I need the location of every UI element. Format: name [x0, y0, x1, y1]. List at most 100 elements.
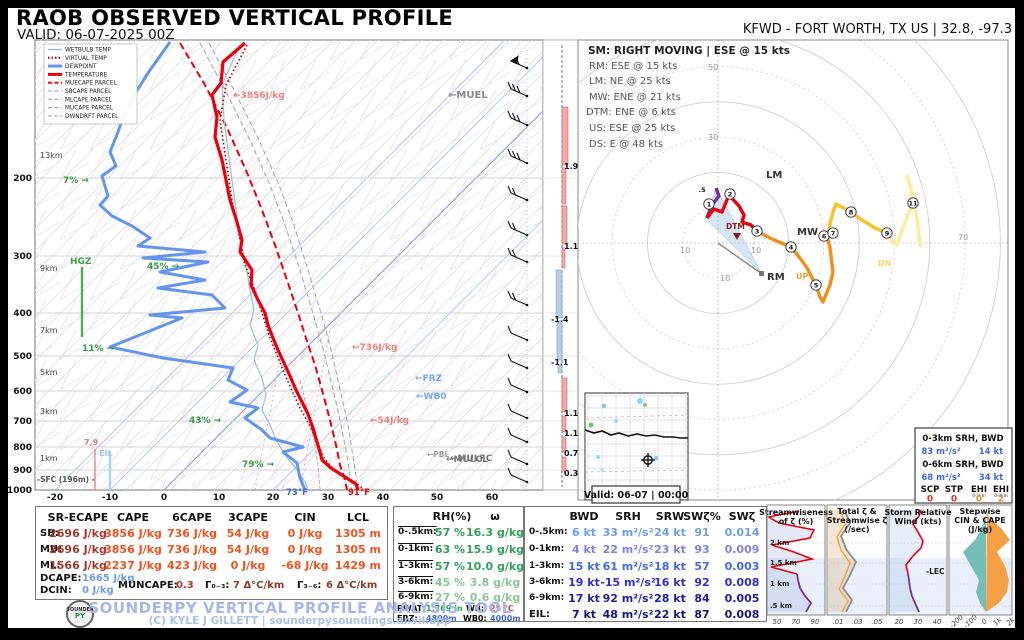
- kin-swp-4: 84: [694, 592, 710, 605]
- bwd-0-3-value: 14 kt: [979, 447, 1004, 457]
- page-title: RAOB OBSERVED VERTICAL PROFILE: [16, 6, 454, 30]
- kin-row-label: 3-6km:: [529, 577, 565, 587]
- eil-label: EIL: [99, 449, 113, 458]
- sb-cin: 0 J/kg: [287, 527, 323, 540]
- kin-swz-0: 0.014: [724, 526, 760, 539]
- footer-credit: (C) KYLE J GILLETT | sounderpysoundings.…: [148, 615, 452, 627]
- panel2-tick-03: .03: [851, 618, 862, 626]
- kin-swp-0: 91: [694, 526, 710, 539]
- moist-w-4: 0.6 g/kg: [469, 591, 521, 604]
- kin-row-label: 0-.5km:: [529, 527, 568, 537]
- rh-label-2: 11% →: [82, 344, 115, 354]
- cape3-annotation: ←54J/kg: [370, 416, 409, 426]
- dwndrft-parcel-trace: [299, 379, 321, 490]
- svg-text:6: 6: [822, 233, 827, 241]
- panel2-title-2: Streamwise ζ: [827, 516, 888, 525]
- panel1-tick-90: 90: [811, 618, 820, 626]
- panel3-tick-40: 40: [933, 618, 942, 626]
- svg-text:10: 10: [680, 246, 690, 255]
- col-srw: SRW: [655, 510, 685, 523]
- svg-text:US: ESE @ 25 kts: US: ESE @ 25 kts: [589, 123, 675, 134]
- ehi3-sub: 0-3km: [994, 493, 1007, 498]
- mu-cape: 3856 J/kg: [104, 543, 162, 556]
- svg-text:400: 400: [13, 309, 32, 319]
- pwat-value: 1.769 in: [426, 604, 463, 613]
- col-lcl: LCL: [346, 511, 370, 524]
- moist-rh-3: 45 %: [434, 576, 466, 589]
- lapse-0-3-label: Γ₀₋₃:: [205, 580, 230, 591]
- scp-value: 0: [927, 495, 933, 505]
- wb0-annotation: ←WB0: [416, 392, 447, 402]
- ehi1-sub: 0-1km: [972, 493, 985, 498]
- svg-text:300: 300: [13, 252, 32, 262]
- legend-item-dwndrft: DWNDRFT PARCEL: [65, 114, 119, 120]
- panel1-ylabel-half-km: .5 km: [770, 602, 792, 610]
- sounderpy-logo: SOUNDER PY: [66, 600, 94, 628]
- station-crosshair: [641, 453, 655, 467]
- svg-text:700: 700: [13, 417, 32, 427]
- svg-text:9: 9: [885, 230, 890, 238]
- panel1-tick-50: 50: [773, 618, 782, 626]
- frz-table-label: FRZ:: [397, 614, 418, 623]
- svg-text:10: 10: [751, 246, 761, 255]
- sfc-label: -SFC (196m) -: [37, 475, 95, 484]
- rm-marker: [759, 271, 764, 276]
- svg-text:SM: RIGHT MOVING | ESE @ 15 kt: SM: RIGHT MOVING | ESE @ 15 kts: [588, 45, 790, 57]
- legend-item-mucape: MUCAPE PARCEL: [65, 106, 114, 112]
- lec-annotation: -LEC: [926, 567, 945, 576]
- panel1-title-2: of ζ (%): [779, 517, 814, 526]
- advection-value-4: 1.1: [564, 409, 579, 418]
- row-sb-label: SB:: [40, 528, 59, 539]
- muncape-label: MUNCAPE:: [118, 580, 178, 591]
- panel2-title: Total ζ &: [837, 507, 876, 516]
- ehi3-header: EHI: [993, 485, 1009, 495]
- ml-6cape: 423 J/kg: [166, 559, 218, 572]
- inset-map: Valid: 06-07 | 00:00: [584, 392, 689, 504]
- moist-row-label: 0-1km:: [398, 544, 434, 554]
- svg-text:1km: 1km: [40, 454, 58, 463]
- srh-0-6-label: 0-6km SRH, BWD: [922, 460, 1003, 470]
- logo-text-bottom: PY: [74, 612, 86, 620]
- svg-text:1: 1: [707, 201, 712, 209]
- kin-swz-1: 0.009: [724, 543, 760, 556]
- wb0-value: 4000m: [490, 614, 521, 623]
- ehi1-value: 0: [976, 495, 982, 505]
- kin-bwd-0: 6 kt: [571, 526, 597, 539]
- svg-text:LM: NE @ 25 kts: LM: NE @ 25 kts: [589, 76, 671, 87]
- mu-6cape: 736 J/kg: [166, 543, 218, 556]
- panel3-title: Storm Relative: [884, 508, 952, 517]
- srh-0-3-label: 0-3km SRH, BWD: [922, 434, 1003, 444]
- advection-bars: [555, 106, 569, 473]
- panel4-title: Stepwise: [959, 507, 1001, 516]
- advection-value-5: 1.1: [564, 429, 579, 438]
- col-rh: RH(%): [432, 510, 472, 523]
- svg-text:0: 0: [161, 493, 167, 503]
- mulfc-annotation: ←MULFC: [450, 454, 493, 464]
- svg-text:500: 500: [13, 352, 32, 362]
- advection-value-2: -1.4: [551, 315, 569, 324]
- temperature-trace: [210, 41, 360, 490]
- scp-header: SCP: [921, 485, 940, 495]
- mucape-annotation: ←3856J/kg: [233, 91, 285, 101]
- svg-text:7: 7: [831, 230, 836, 238]
- panel4-title-2: CIN & CAPE: [954, 516, 1005, 525]
- srh-0-3-value: 83 m²/s²: [921, 447, 961, 457]
- col-sr-ecape: SR-ECAPE: [47, 511, 109, 524]
- logo-text-top: SOUNDER: [66, 607, 94, 613]
- advection-strip: 1.9 1.1 -1.4 -1.1 1.1 1.1 0.7 0.3: [542, 39, 579, 491]
- col-swzeta-pct: SWζ%: [683, 510, 721, 523]
- lm-label: LM: [766, 170, 782, 181]
- svg-text:30: 30: [708, 133, 718, 142]
- ml-lcl: 1429 m: [335, 559, 381, 572]
- frz-annotation: ←FRZ: [415, 374, 443, 384]
- moist-w-0: 16.3 g/kg: [465, 526, 525, 539]
- svg-text:11: 11: [908, 200, 918, 208]
- kin-row-label-eil: EIL:: [529, 609, 550, 620]
- panel1-ylabel-1-5km: 1.5 km: [770, 559, 797, 567]
- frz-value: 4800m: [426, 614, 457, 623]
- skewt-legend: WETBULB TEMP VIRTUAL TEMP DEWPOINT TEMPE…: [43, 43, 138, 125]
- moist-rh-1: 63 %: [434, 543, 466, 556]
- kin-srh-2: 61 m²/s²: [602, 560, 654, 573]
- kin-srh-5: 48 m²/s²: [602, 608, 654, 621]
- kin-swp-2: 57: [694, 560, 710, 573]
